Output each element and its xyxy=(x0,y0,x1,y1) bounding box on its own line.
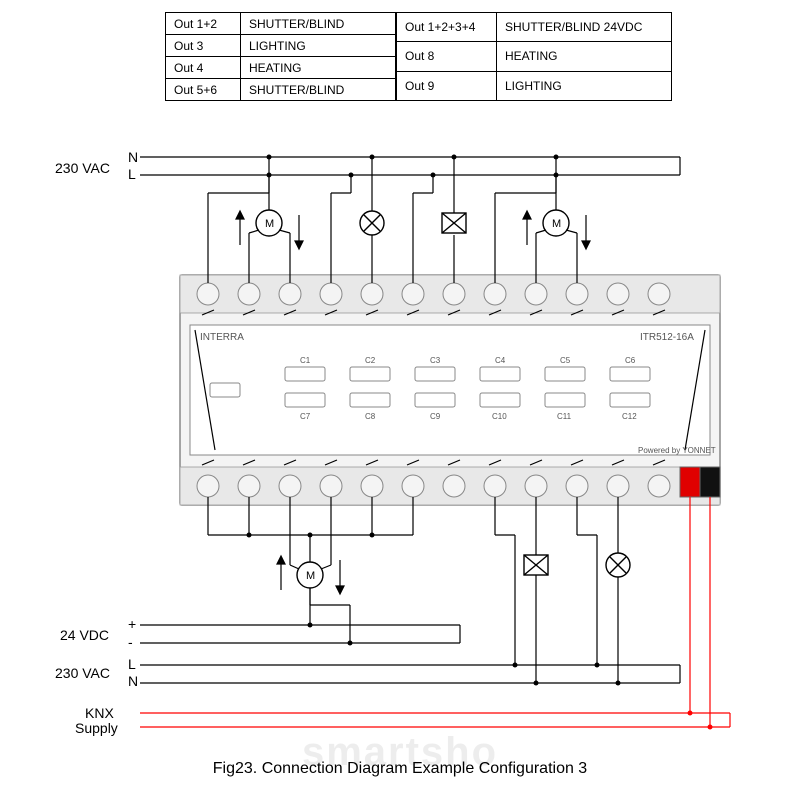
table-cell: SHUTTER/BLIND xyxy=(241,13,396,35)
svg-text:C11: C11 xyxy=(557,412,572,421)
load-motor-1: M xyxy=(208,155,303,284)
table-cell: HEATING xyxy=(497,42,672,71)
load-motor-2: M xyxy=(495,155,590,284)
device-model: ITR512-16A xyxy=(640,332,694,343)
svg-text:C6: C6 xyxy=(625,356,636,365)
svg-text:M: M xyxy=(306,570,315,582)
table-cell: Out 3 xyxy=(166,35,241,57)
powered-by: Powered by YONNET xyxy=(638,446,716,455)
wiring-diagram: INTERRA ITR512-16A C1 C2 C3 C4 C5 C6 C7 … xyxy=(40,135,760,755)
table-cell: Out 8 xyxy=(397,42,497,71)
table-cell: SHUTTER/BLIND 24VDC xyxy=(497,13,672,42)
table-cell: Out 4 xyxy=(166,57,241,79)
table-cell: Out 1+2 xyxy=(166,13,241,35)
svg-text:M: M xyxy=(265,218,274,230)
table-cell: HEATING xyxy=(241,57,396,79)
config-tables: Out 1+2SHUTTER/BLIND Out 3LIGHTING Out 4… xyxy=(165,12,672,101)
svg-text:C9: C9 xyxy=(430,412,441,421)
table-cell: Out 5+6 xyxy=(166,79,241,101)
figure-caption: Fig23. Connection Diagram Example Config… xyxy=(0,760,800,778)
load-heating-1 xyxy=(413,155,466,284)
load-motor-24v: M xyxy=(208,497,413,646)
load-heating-2 xyxy=(495,497,548,686)
svg-text:C7: C7 xyxy=(300,412,311,421)
svg-text:C1: C1 xyxy=(300,356,311,365)
svg-text:C4: C4 xyxy=(495,356,506,365)
config-table-right: Out 1+2+3+4SHUTTER/BLIND 24VDC Out 8HEAT… xyxy=(396,12,672,101)
svg-text:C3: C3 xyxy=(430,356,441,365)
table-cell: LIGHTING xyxy=(497,71,672,100)
table-cell: SHUTTER/BLIND xyxy=(241,79,396,101)
svg-text:M: M xyxy=(552,218,561,230)
svg-text:C8: C8 xyxy=(365,412,376,421)
svg-text:C10: C10 xyxy=(492,412,507,421)
svg-text:C2: C2 xyxy=(365,356,376,365)
load-lamp-1 xyxy=(331,155,384,284)
svg-text:C5: C5 xyxy=(560,356,571,365)
load-lamp-2 xyxy=(577,497,630,686)
config-table-left: Out 1+2SHUTTER/BLIND Out 3LIGHTING Out 4… xyxy=(165,12,396,101)
device: INTERRA ITR512-16A C1 C2 C3 C4 C5 C6 C7 … xyxy=(180,275,720,505)
table-cell: LIGHTING xyxy=(241,35,396,57)
knx-drop xyxy=(688,497,713,730)
device-brand: INTERRA xyxy=(200,332,244,343)
table-cell: Out 9 xyxy=(397,71,497,100)
table-cell: Out 1+2+3+4 xyxy=(397,13,497,42)
svg-text:C12: C12 xyxy=(622,412,637,421)
